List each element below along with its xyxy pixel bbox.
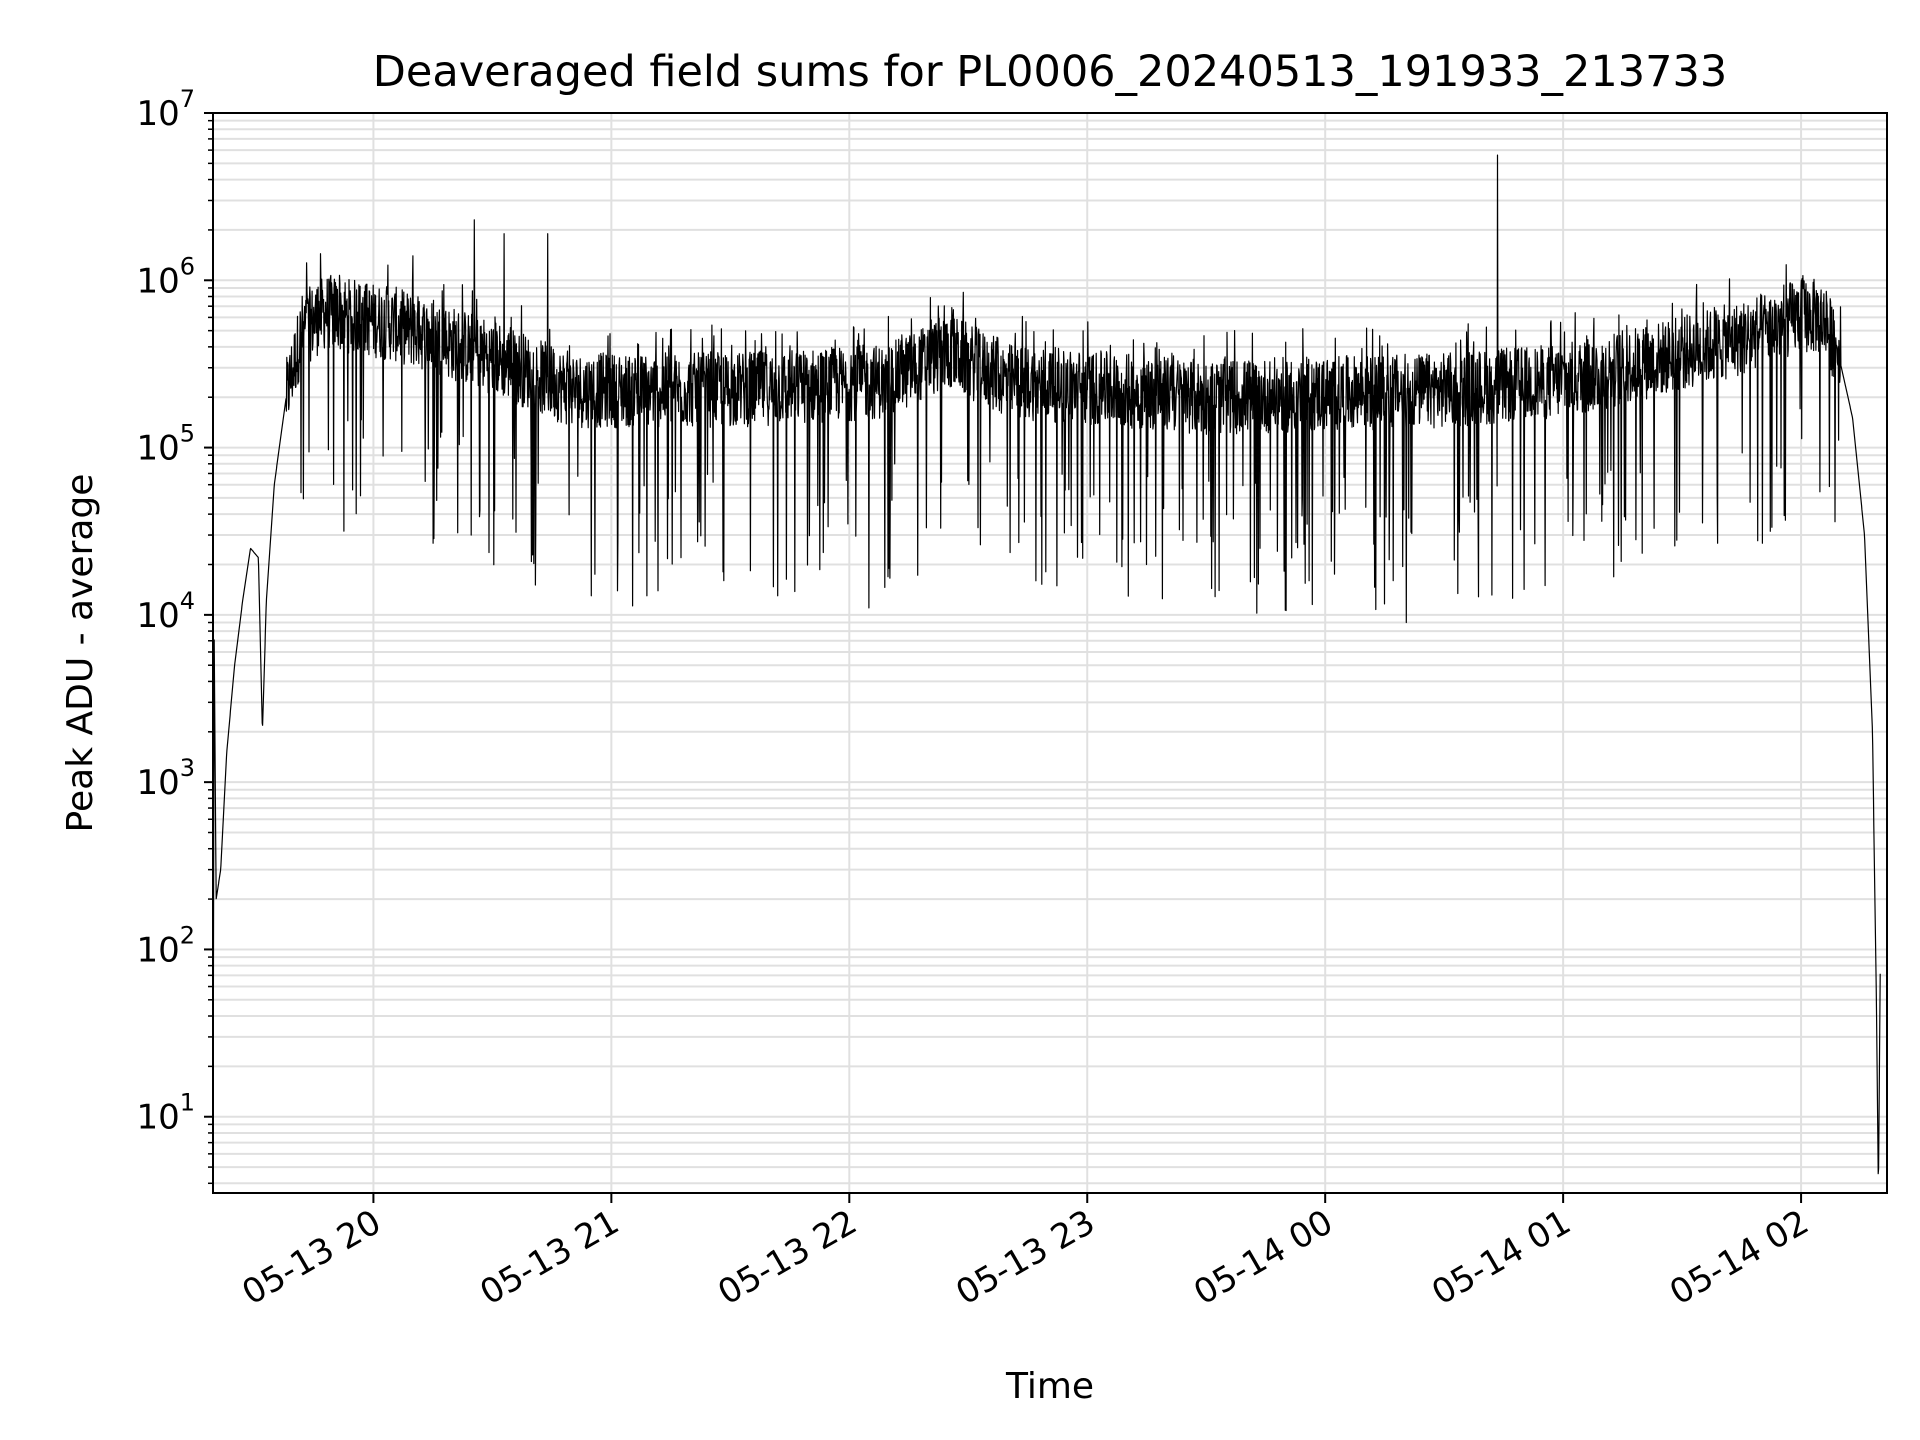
- grid: [213, 112, 1887, 1193]
- data-line: [212, 154, 1881, 1194]
- series-line: [212, 154, 1881, 1194]
- y-tick-label: 106: [136, 252, 195, 301]
- y-tick-exponent: 6: [180, 252, 195, 280]
- x-tick-label: 05-13 22: [711, 1202, 863, 1313]
- y-tick-label: 107: [136, 85, 195, 134]
- y-tick-exponent: 3: [180, 754, 195, 782]
- plot-frame: [212, 112, 1888, 1194]
- x-tick-label: 05-14 02: [1663, 1202, 1815, 1313]
- y-tick-base: 10: [136, 94, 179, 134]
- x-tick-label: 05-13 23: [949, 1202, 1101, 1313]
- x-tick-label: 05-14 01: [1425, 1202, 1577, 1313]
- y-tick-base: 10: [136, 1098, 179, 1138]
- y-tick-label: 104: [136, 587, 195, 636]
- y-tick-base: 10: [136, 429, 179, 469]
- y-tick-base: 10: [136, 596, 179, 636]
- y-tick-exponent: 4: [180, 587, 195, 615]
- y-tick-base: 10: [136, 930, 179, 970]
- y-tick-exponent: 1: [180, 1089, 195, 1117]
- y-tick-base: 10: [136, 763, 179, 803]
- y-tick-label: 102: [136, 921, 195, 970]
- y-tick-base: 10: [136, 261, 179, 301]
- y-tick-label: 101: [136, 1089, 195, 1138]
- y-tick-exponent: 7: [180, 85, 195, 113]
- y-tick-label: 103: [136, 754, 195, 803]
- y-axis-label: Peak ADU - average: [60, 474, 101, 833]
- y-tick-exponent: 2: [180, 921, 195, 949]
- x-tick-label: 05-13 21: [473, 1202, 625, 1313]
- y-tick-label: 105: [136, 420, 195, 469]
- x-tick-label: 05-14 00: [1187, 1202, 1339, 1313]
- chart-title: Deaveraged field sums for PL0006_2024051…: [373, 47, 1727, 97]
- y-tick-exponent: 5: [180, 420, 195, 448]
- x-axis-label: Time: [1005, 1366, 1094, 1407]
- x-tick-label: 05-13 20: [236, 1202, 388, 1313]
